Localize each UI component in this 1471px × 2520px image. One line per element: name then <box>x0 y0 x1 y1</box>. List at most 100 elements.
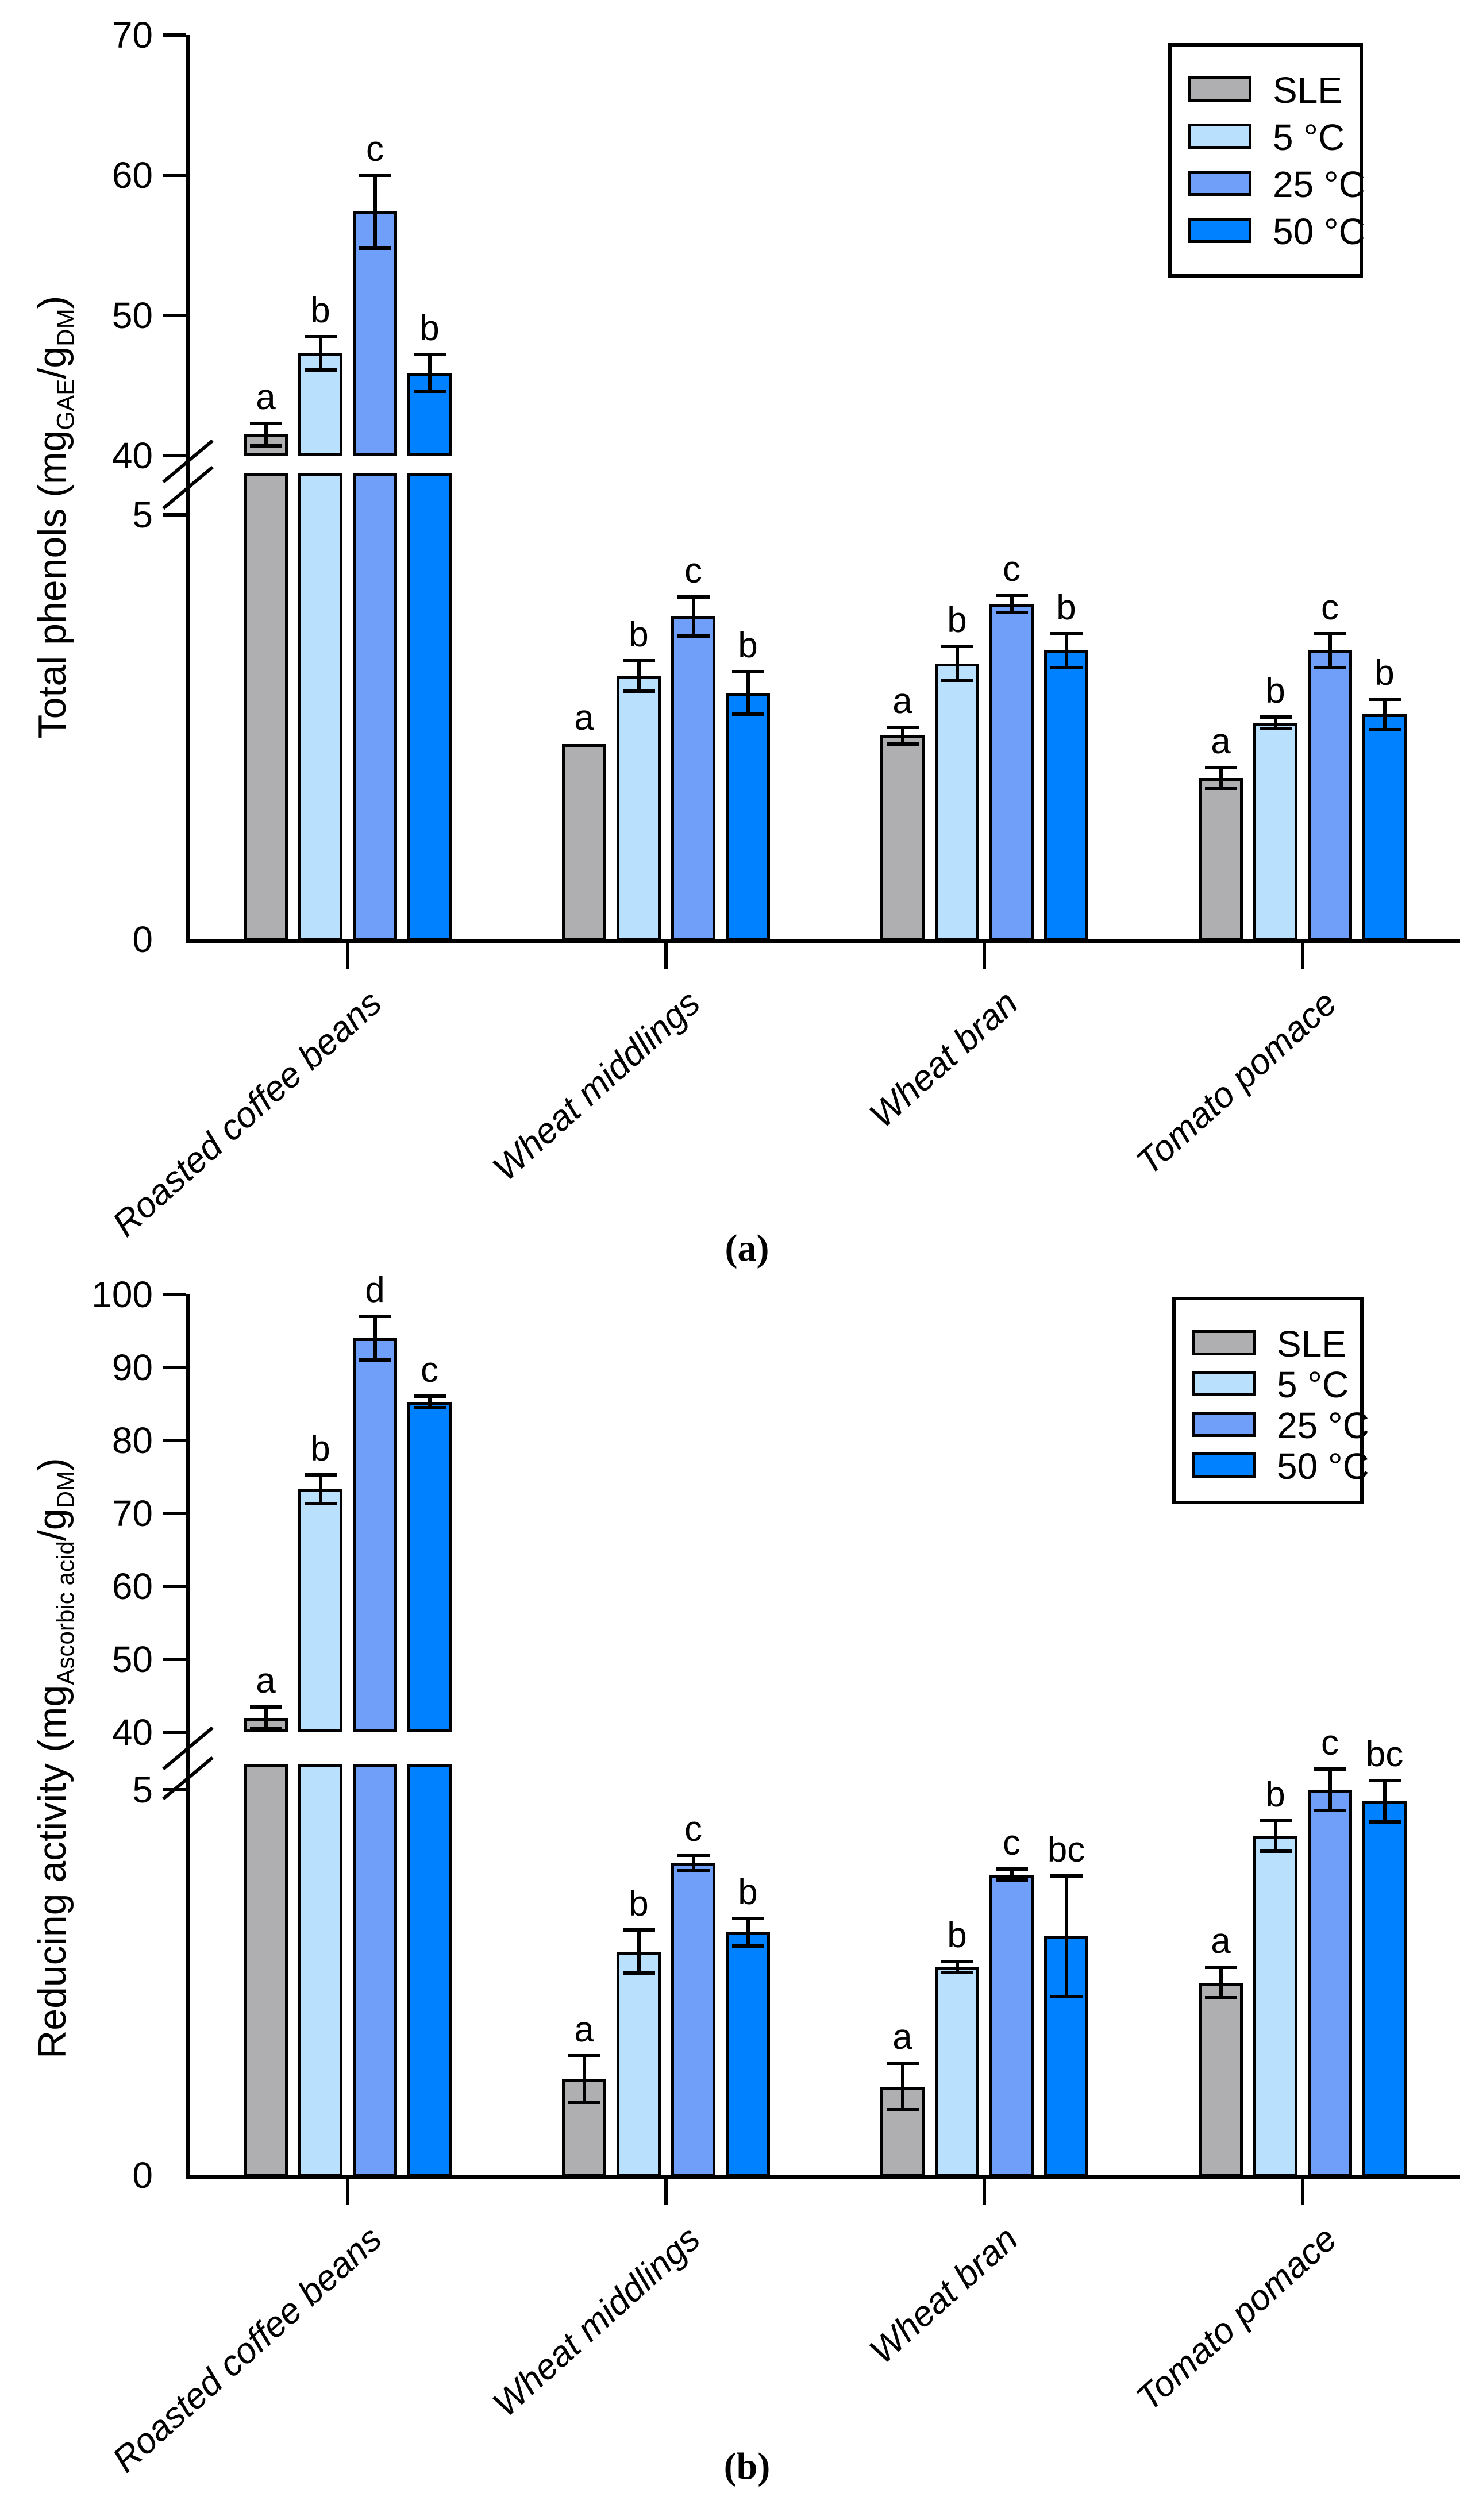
sig-letter-b-0-0: a <box>256 1660 276 1701</box>
y-tick-b-90 <box>163 1366 186 1369</box>
error-stem <box>1219 1967 1223 1998</box>
sig-letter-a-1-3: b <box>738 626 758 666</box>
legend-label-b-3: 50 °C <box>1277 1446 1369 1487</box>
legend-label-b-1: 5 °C <box>1277 1364 1349 1405</box>
bar-b-1-2 <box>671 1863 715 2177</box>
error-cap-bottom <box>731 712 764 716</box>
error-cap-bottom <box>941 679 973 683</box>
bar-b-3-0 <box>1199 1982 1243 2177</box>
y-axis-title-part: DM <box>52 309 79 346</box>
legend-swatch-b-2 <box>1192 1412 1256 1437</box>
error-cap-top <box>941 1960 973 1964</box>
y-tick-label-a-low-5: 5 <box>132 494 153 535</box>
error-cap-bottom <box>1050 1994 1083 1998</box>
error-cap-bottom <box>1204 1996 1237 2000</box>
error-stem <box>1010 1869 1014 1880</box>
error-stem <box>1010 595 1014 612</box>
legend-box-a <box>1168 43 1363 278</box>
error-cap-top <box>622 1928 655 1932</box>
sig-letter-b-2-3: bc <box>1047 1830 1085 1870</box>
x-tick-a-1 <box>664 943 668 969</box>
error-cap-top <box>1259 715 1292 719</box>
bar-lower-segment-a-0-3 <box>407 473 452 941</box>
y-axis-title-part: ) <box>30 295 74 309</box>
error-stem <box>955 646 959 681</box>
x-category-label-a-2: Wheat bran <box>862 982 1026 1136</box>
y-tick-label-b-40: 40 <box>111 1712 153 1753</box>
error-stem <box>264 1706 268 1729</box>
error-stem <box>691 597 695 637</box>
bar-a-1-2 <box>671 616 715 941</box>
error-stem <box>1383 699 1387 730</box>
y-axis-title-part: /g <box>30 1508 74 1542</box>
y-tick-label-b-50: 50 <box>111 1639 153 1680</box>
error-stem <box>582 2055 586 2102</box>
error-cap-bottom <box>1204 786 1237 790</box>
sig-letter-a-2-3: b <box>1056 587 1076 627</box>
error-cap-top <box>622 659 655 663</box>
error-stem <box>428 1396 432 1408</box>
bar-b-1-1 <box>617 1951 661 2177</box>
error-cap-bottom <box>1368 1820 1401 1824</box>
error-stem <box>318 336 322 371</box>
y-tick-b-80 <box>163 1439 186 1442</box>
y-tick-label-b-100: 100 <box>91 1274 153 1315</box>
error-stem <box>691 1855 695 1871</box>
bar-a-2-2 <box>989 604 1034 941</box>
x-axis-a <box>186 939 1460 943</box>
bar-a-3-2 <box>1308 650 1352 941</box>
error-cap-bottom <box>622 689 655 693</box>
y-axis-title-part: Ascorbic acid <box>52 1541 79 1685</box>
x-category-label-b-3: Tomato pomace <box>1129 2218 1345 2419</box>
legend-swatch-b-1 <box>1192 1371 1256 1396</box>
error-cap-top <box>677 1854 710 1858</box>
bar-a-2-0 <box>880 735 925 941</box>
error-cap-top <box>359 1315 391 1319</box>
bar-lower-segment-b-0-1 <box>298 1764 342 2177</box>
y-tick-a-70 <box>163 33 186 37</box>
y-tick-label-a-60: 60 <box>111 155 153 196</box>
error-stem <box>1328 1768 1332 1811</box>
error-cap-bottom <box>1259 727 1292 731</box>
error-stem <box>637 661 641 692</box>
y-axis-title-part: Reducing activity (mg <box>30 1685 74 2059</box>
error-stem <box>900 727 904 745</box>
error-stem <box>264 423 268 446</box>
legend-label-a-2: 25 °C <box>1273 164 1365 205</box>
legend-label-b-0: SLE <box>1277 1323 1346 1365</box>
error-cap-bottom <box>359 246 391 250</box>
y-tick-b-50 <box>163 1658 186 1661</box>
error-cap-top <box>249 1705 282 1709</box>
error-cap-top <box>886 2062 919 2066</box>
error-stem <box>373 175 377 248</box>
error-cap-top <box>1314 1767 1346 1771</box>
legend-swatch-a-2 <box>1188 171 1251 196</box>
y-axis-b <box>186 1294 190 2179</box>
y-tick-b-100 <box>163 1293 186 1296</box>
x-category-label-a-1: Wheat middlings <box>485 982 708 1189</box>
legend-label-a-1: 5 °C <box>1273 117 1345 158</box>
x-category-label-a-0: Roasted coffee beans <box>105 982 390 1244</box>
legend-label-a-0: SLE <box>1273 70 1342 111</box>
error-cap-bottom <box>1314 1809 1346 1813</box>
bar-a-1-1 <box>617 676 661 941</box>
legend-swatch-b-0 <box>1192 1330 1256 1355</box>
y-tick-a-low-5 <box>163 513 186 517</box>
error-cap-bottom <box>413 1405 446 1409</box>
y-axis-title-part: GAE <box>52 379 79 430</box>
y-tick-label-a-40: 40 <box>111 435 153 476</box>
sig-letter-b-1-2: c <box>684 1809 702 1849</box>
error-cap-bottom <box>568 2100 600 2104</box>
error-cap-top <box>731 670 764 674</box>
x-category-label-b-0: Roasted coffee beans <box>105 2218 390 2480</box>
error-cap-bottom <box>359 1358 391 1362</box>
x-axis-b <box>186 2175 1460 2179</box>
y-tick-b-70 <box>163 1512 186 1515</box>
caption-a: (a) <box>725 1227 769 1269</box>
sig-letter-a-1-2: c <box>684 551 702 591</box>
error-cap-top <box>1050 1874 1083 1878</box>
bar-b-3-1 <box>1253 1836 1297 2177</box>
error-cap-top <box>995 594 1028 598</box>
error-cap-bottom <box>304 368 337 372</box>
sig-letter-b-3-3: bc <box>1365 1734 1404 1774</box>
